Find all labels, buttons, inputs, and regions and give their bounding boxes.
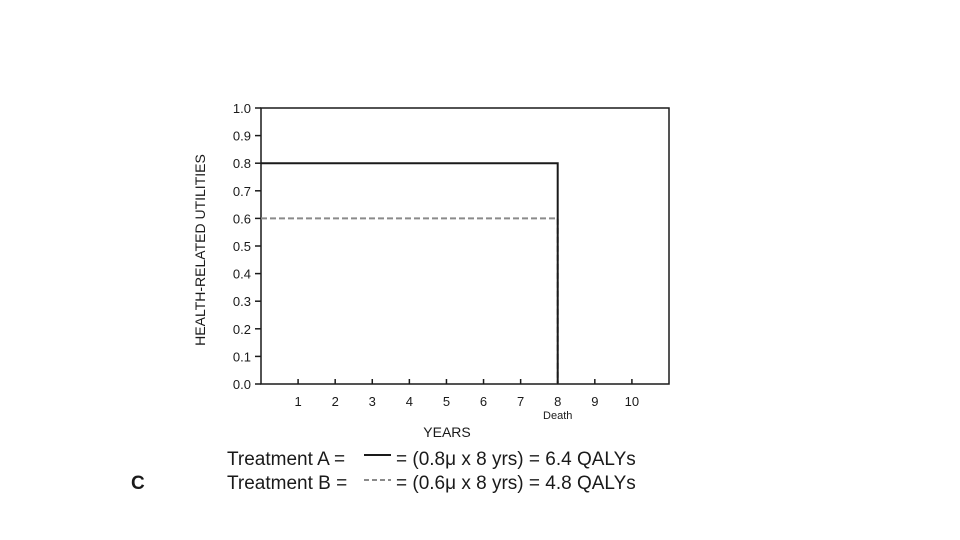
y-tick-label: 0.4 xyxy=(233,267,251,282)
series-line-treatment-b xyxy=(261,217,559,384)
x-tick-label: 4 xyxy=(406,394,413,409)
series-layer xyxy=(261,162,559,384)
panel-label: C xyxy=(131,473,145,494)
x-tick-label: 3 xyxy=(369,394,376,409)
x-tick-label: 8 xyxy=(554,394,561,409)
plot-area-frame xyxy=(260,107,670,385)
legend-formula-treatment-a: = (0.8μ x 8 yrs) = 6.4 QALYs xyxy=(396,449,636,470)
x-tick-label: 5 xyxy=(443,394,450,409)
y-tick-label: 0.7 xyxy=(233,184,251,199)
y-tick-label: 0.8 xyxy=(233,156,251,171)
y-tick-label: 0.3 xyxy=(233,294,251,309)
x-axis: 1 2 3 4 5 6 7 8 9 10 xyxy=(294,379,639,409)
x-tick-label: 6 xyxy=(480,394,487,409)
y-tick-label: 0.1 xyxy=(233,349,251,364)
legend-item-treatment-a: Treatment A = = (0.8μ x 8 yrs) = 6.4 QAL… xyxy=(227,449,636,470)
x-tick-label: 1 xyxy=(294,394,301,409)
legend-formula-treatment-b: = (0.6μ x 8 yrs) = 4.8 QALYs xyxy=(396,473,636,494)
y-tick-label: 0.6 xyxy=(233,211,251,226)
x-axis-title: YEARS xyxy=(423,424,470,440)
y-tick-label: 0.0 xyxy=(233,377,251,392)
legend-label-treatment-a: Treatment A = xyxy=(227,449,345,470)
x-tick-label: 10 xyxy=(625,394,639,409)
x-tick-label: 7 xyxy=(517,394,524,409)
legend-label-treatment-b: Treatment B = xyxy=(227,473,347,494)
death-annotation: Death xyxy=(543,410,572,422)
y-tick-label: 0.5 xyxy=(233,239,251,254)
x-tick-label: 9 xyxy=(591,394,598,409)
series-line-treatment-a xyxy=(261,162,559,384)
y-tick-label: 0.2 xyxy=(233,322,251,337)
y-tick-label: 0.9 xyxy=(233,129,251,144)
legend: Treatment A = = (0.8μ x 8 yrs) = 6.4 QAL… xyxy=(227,449,636,494)
y-axis: 0.0 0.1 0.2 0.3 0.4 0.5 0.6 0.7 0.8 0.9 1.0 xyxy=(233,101,261,392)
y-tick-label: 1.0 xyxy=(233,101,251,116)
x-tick-label: 2 xyxy=(332,394,339,409)
legend-item-treatment-b: Treatment B = = (0.6μ x 8 yrs) = 4.8 QAL… xyxy=(227,473,636,494)
y-axis-title: HEALTH-RELATED UTILITIES xyxy=(192,154,208,346)
